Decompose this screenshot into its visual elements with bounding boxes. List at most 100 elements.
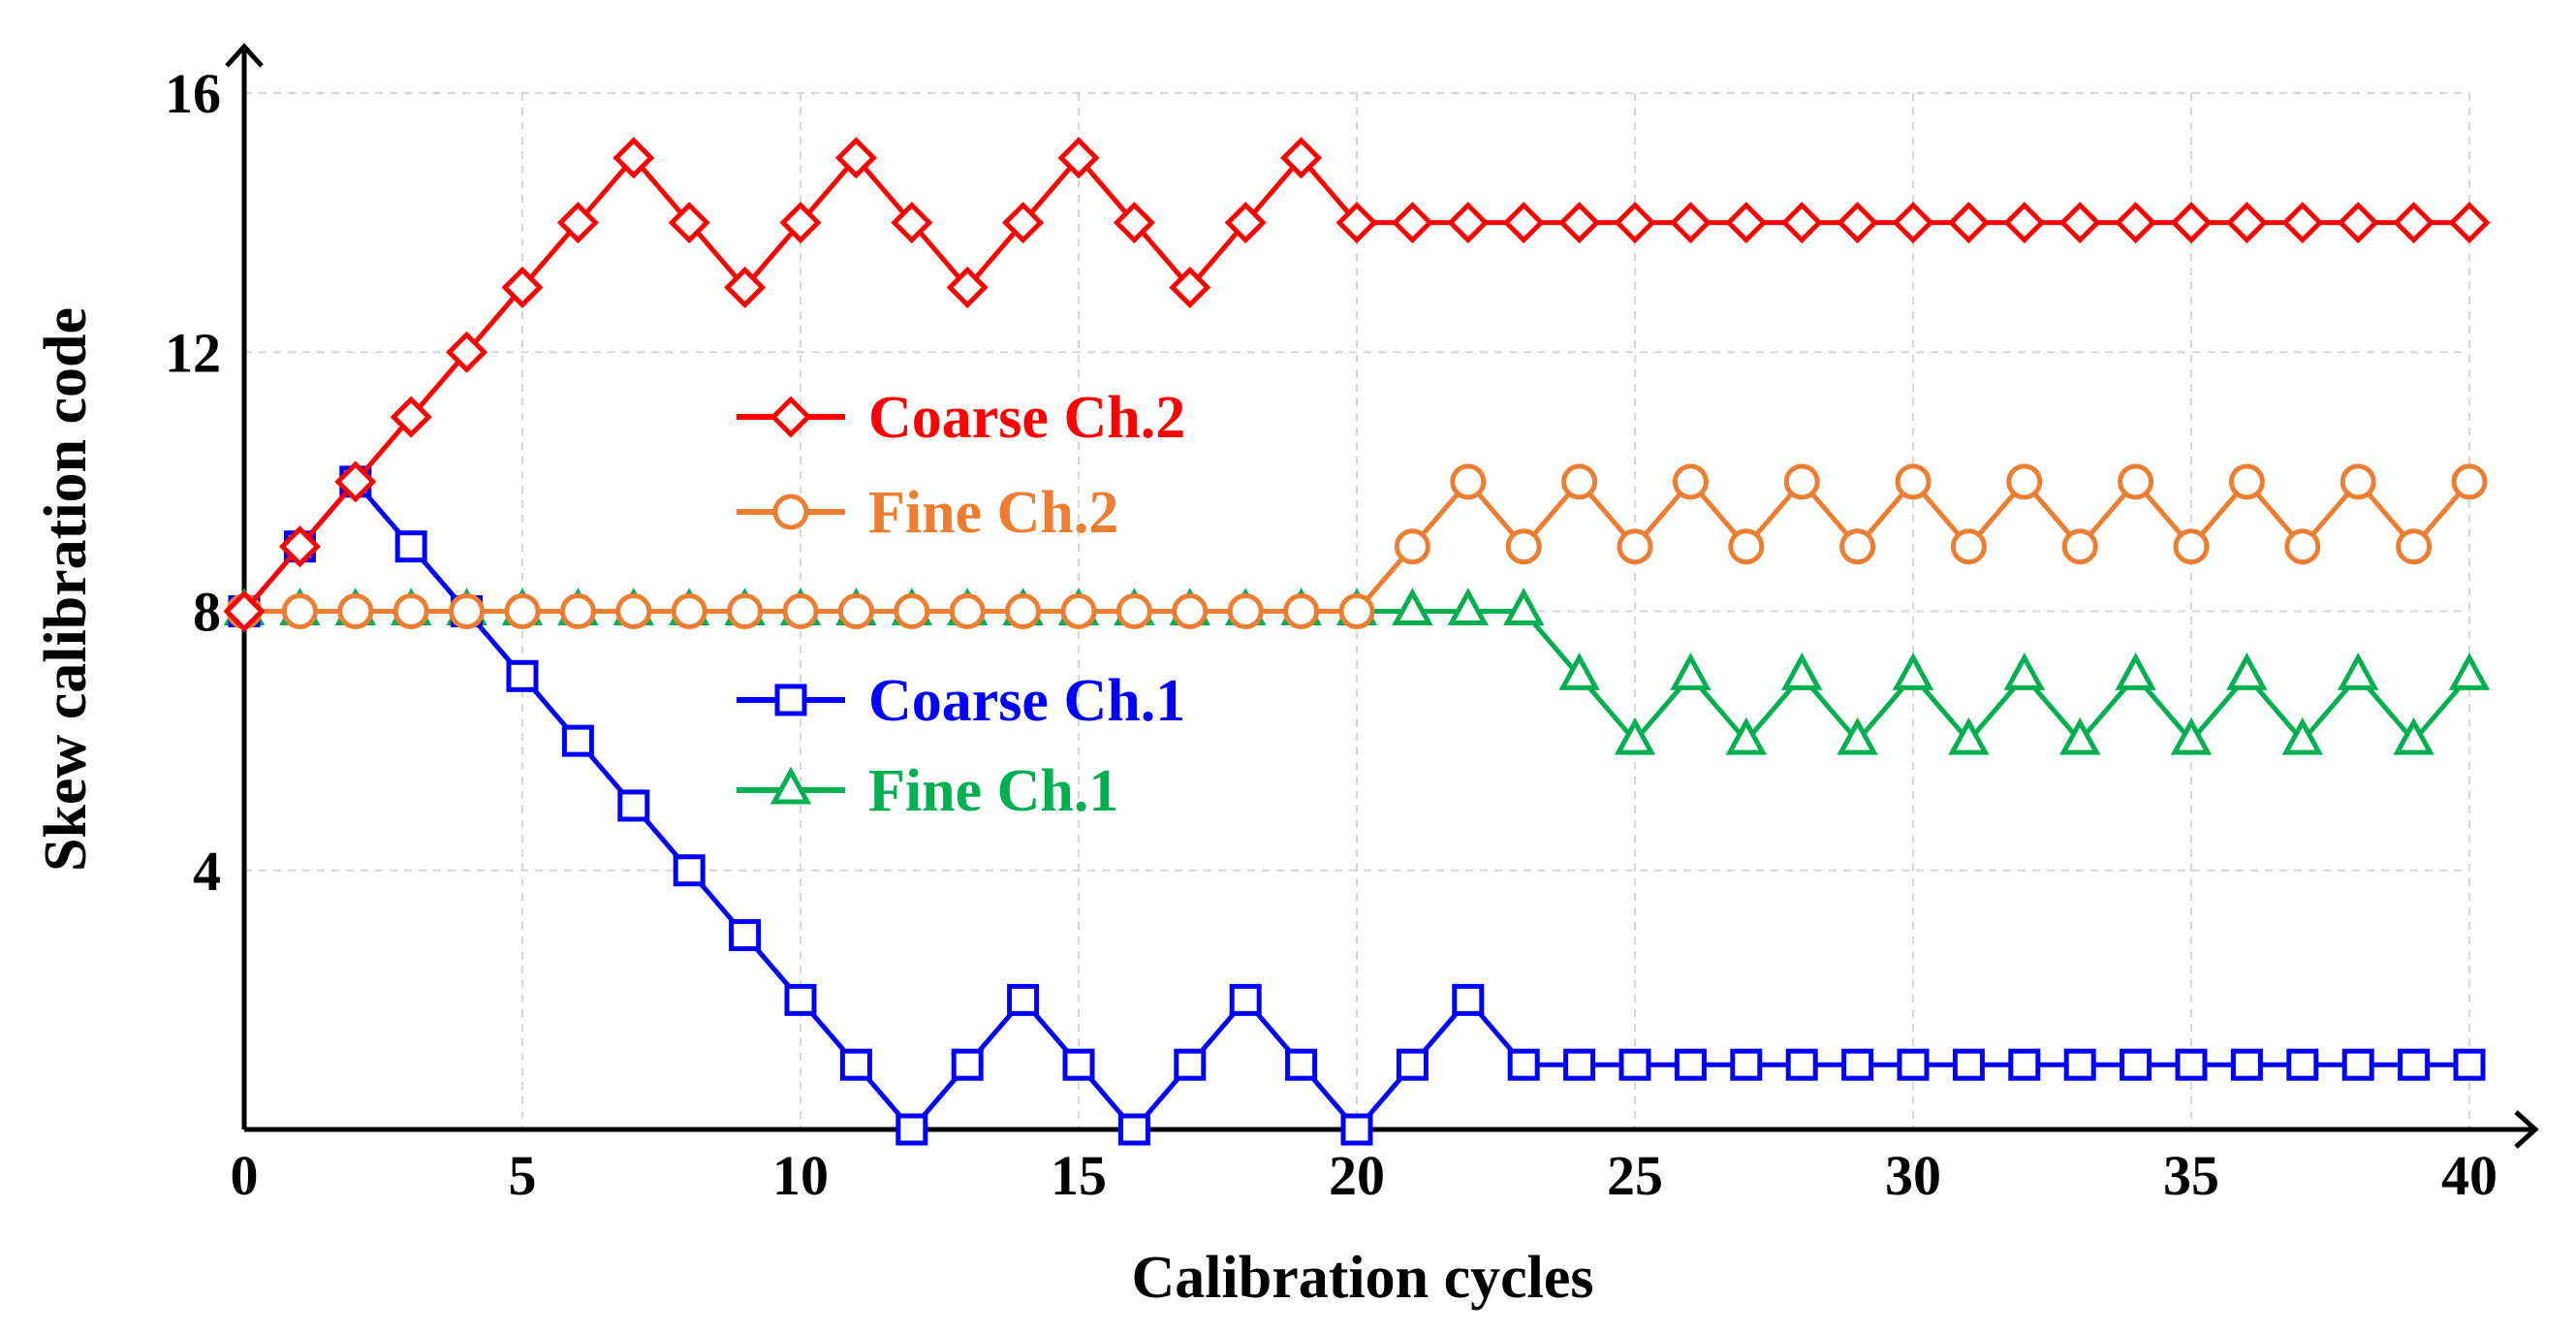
data-point-diamond [779,202,822,244]
data-point-diamond [2337,202,2379,244]
data-point-diamond [1002,202,1045,244]
data-point-square [2230,1048,2263,1081]
data-point-triangle [1502,588,1545,625]
data-point-circle [1060,593,1097,629]
data-point-triangle [1447,588,1490,625]
data-point-diamond [1947,202,1990,244]
data-point-square [774,683,807,716]
data-point-triangle [1837,716,1878,755]
data-point-diamond [390,396,432,438]
data-point-square [2175,1048,2208,1081]
data-point-square [1507,1048,1540,1081]
data-point-diamond [1113,202,1155,244]
data-point-square [1229,983,1262,1016]
data-point-square [561,724,594,757]
data-point-circle [1561,463,1598,500]
data-point-circle [1394,528,1430,565]
x-tick-label: 35 [2163,1144,2219,1207]
legend: Coarse Ch.2 Fine Ch.2 Coarse Ch.1 Fine Ch.1 [737,385,1185,824]
data-point-square [506,659,539,692]
data-point-circle [782,593,819,629]
data-point-circle [1227,593,1264,629]
data-point-circle [671,593,707,629]
data-point-square [1841,1048,1874,1081]
legend-label: Fine Ch.2 [868,480,1118,546]
series [223,137,2491,1146]
x-tick-label: 15 [1051,1144,1107,1207]
legend-label: Coarse Ch.1 [868,668,1185,734]
data-point-diamond [1614,202,1656,244]
data-point-circle [1172,593,1209,629]
data-point-diamond [1892,202,1934,244]
data-point-diamond [1447,202,1490,244]
data-point-diamond [613,137,655,179]
data-point-circle [337,593,374,629]
x-tick-label: 20 [1329,1144,1385,1207]
data-point-diamond [2393,202,2435,244]
data-point-triangle [770,766,812,805]
data-point-square [1117,1113,1150,1146]
data-point-square [784,983,817,1016]
data-point-square [1062,1048,1095,1081]
data-point-square [1730,1048,1763,1081]
legend-label: Fine Ch.1 [868,758,1118,824]
legend-entry: Fine Ch.2 [737,480,1118,546]
data-point-diamond [501,266,544,308]
y-tick-label: 16 [165,62,221,125]
data-point-square [1897,1048,1930,1081]
data-point-triangle [2393,716,2435,755]
data-point-circle [559,593,596,629]
data-point-circle [449,593,486,629]
data-point-square [1618,1048,1651,1081]
data-point-circle [281,593,318,629]
data-point-diamond [278,525,321,568]
data-point-circle [393,593,429,629]
data-point-square [617,789,650,822]
data-point-diamond [1725,202,1768,244]
data-point-circle [1617,528,1653,565]
y-tick-label: 8 [193,581,221,644]
data-point-circle [772,493,809,530]
data-point-triangle [1558,652,1600,690]
data-point-square [2063,1048,2096,1081]
data-point-circle [504,593,541,629]
data-point-circle [2006,463,2043,500]
data-point-circle [615,593,652,629]
data-point-diamond [2448,202,2491,244]
legend-label: Coarse Ch.2 [868,385,1185,451]
data-point-circle [2228,463,2265,500]
data-point-diamond [1057,137,1100,179]
data-point-circle [1783,463,1820,500]
data-point-circle [1283,593,1320,629]
y-axis-arrow-icon [225,43,264,68]
data-point-triangle [1780,652,1823,690]
series-coarse-ch-1 [228,465,2486,1146]
data-point-diamond [1837,202,1879,244]
data-point-diamond [223,589,266,633]
y-axis-title: Skew calibration code [33,307,99,872]
data-point-triangle [2115,652,2156,690]
data-point-diamond [1502,202,1545,244]
legend-entry: Coarse Ch.2 [737,385,1185,451]
data-point-circle [949,593,986,629]
data-point-circle [2118,463,2154,500]
data-point-triangle [1392,588,1433,625]
data-point-circle [1450,463,1487,500]
legend-entry: Coarse Ch.1 [737,668,1185,734]
data-point-diamond [1780,202,1823,244]
data-point-diamond [2003,202,2046,244]
data-point-circle [1115,593,1152,629]
data-point-circle [1505,528,1542,565]
data-point-square [1174,1048,1207,1081]
x-tick-label: 25 [1607,1144,1663,1207]
data-point-diamond [1335,202,1378,244]
data-point-diamond [1224,202,1267,244]
data-point-circle [2284,528,2321,565]
data-point-square [1340,1113,1373,1146]
data-point-square [951,1048,984,1081]
data-point-circle [1728,528,1765,565]
x-tick-label: 0 [231,1144,259,1207]
data-point-circle [1839,528,1876,565]
data-point-circle [1005,593,1042,629]
